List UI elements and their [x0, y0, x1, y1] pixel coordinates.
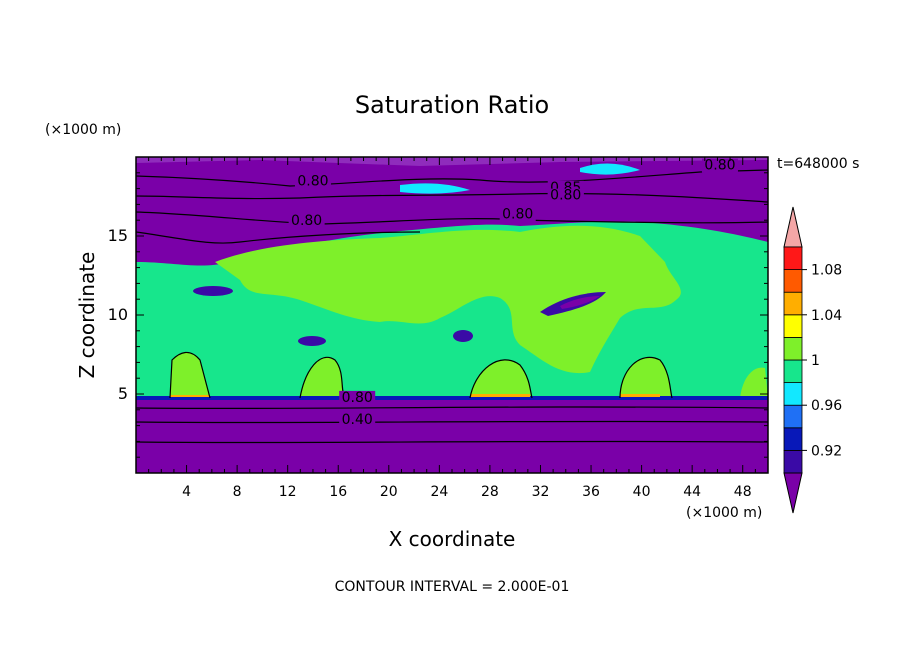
contour-line-9 [299, 356, 346, 399]
contour-label-bg [339, 413, 376, 428]
chart-title: Saturation Ratio [355, 91, 549, 119]
field-pocket-4-core [560, 296, 600, 309]
x-axis-unit: (×1000 m) [686, 505, 762, 521]
contour-line-11 [619, 356, 673, 399]
colorbar-under-triangle [783, 472, 803, 514]
contour-label-bg [547, 188, 584, 203]
contour-label: 0.80 [502, 207, 533, 223]
x-tick-label: 44 [683, 484, 701, 500]
x-tick-label: 32 [532, 484, 550, 500]
x-axis-label: X coordinate [389, 527, 516, 551]
field-cloud-base [136, 396, 768, 400]
field-pocket-3 [453, 330, 473, 342]
y-axis: 5 10 15 [108, 172, 768, 458]
contour-label-bg [288, 213, 325, 228]
field-cyan-patch-1 [400, 183, 470, 194]
y-tick-label: 5 [118, 384, 128, 403]
colorbar-label: 1 [811, 353, 820, 369]
x-tick-label: 24 [430, 484, 448, 500]
colorbar: 1.08 1.04 1 0.96 0.92 [783, 206, 842, 514]
x-axis: 4 8 12 16 20 24 28 32 36 40 44 48 [148, 157, 756, 500]
contour-line-6 [136, 420, 768, 424]
contour-label-bg [339, 390, 376, 405]
colorbar-label: 1.04 [811, 308, 842, 324]
contour-line-7 [136, 440, 768, 444]
field-pocket-2 [298, 336, 326, 346]
field-lower-layer [136, 400, 768, 473]
contour-label: 0.80 [297, 173, 328, 189]
contour-label: 0.80 [704, 158, 735, 174]
colorbar-swatch [783, 269, 803, 293]
colorbar-swatch [783, 246, 803, 271]
contour-labels: 0.800.80 0.850.800.800.800.800.40 [288, 158, 738, 428]
colorbar-over-triangle [783, 206, 803, 248]
field-plume-3 [470, 359, 532, 398]
colorbar-label: 1.08 [811, 263, 842, 279]
field-plume-1 [170, 352, 210, 398]
colorbar-swatch [783, 427, 803, 451]
field-streak-3 [620, 394, 660, 397]
contour-label-bg [701, 158, 738, 173]
contour-label: 0.40 [342, 412, 373, 428]
x-tick-label: 20 [380, 484, 398, 500]
colorbar-swatch [783, 404, 803, 429]
colorbar-swatch [783, 336, 803, 361]
x-tick-label: 4 [182, 484, 191, 500]
contour-interval-note: CONTOUR INTERVAL = 2.000E-01 [335, 579, 570, 595]
contour-line-4 [136, 231, 421, 244]
colorbar-swatch [783, 359, 803, 384]
x-tick-label: 12 [279, 484, 297, 500]
contour-label: 0.80 [342, 390, 373, 406]
contour-label: 0.80 [550, 188, 581, 204]
contour-line-10 [469, 359, 533, 399]
y-tick-label: 15 [108, 226, 128, 245]
colorbar-label: 0.92 [811, 443, 842, 459]
x-tick-label: 28 [481, 484, 499, 500]
contour-line-2 [136, 192, 768, 203]
colorbar-swatch [783, 449, 803, 474]
x-tick-label: 40 [633, 484, 651, 500]
contour-line-8 [169, 351, 211, 399]
colorbar-swatch [783, 314, 803, 338]
field-top-band [136, 157, 768, 166]
x-tick-label: 48 [734, 484, 752, 500]
field-cyan-patch-2 [580, 163, 640, 175]
field-plume-5 [740, 367, 768, 398]
contour-line-5 [136, 406, 768, 410]
y-axis-label: Z coordinate [75, 252, 99, 379]
x-tick-label: 8 [233, 484, 242, 500]
field-plume-2 [300, 357, 345, 398]
field-streak-1 [170, 395, 210, 397]
colorbar-swatch [783, 382, 803, 406]
field-area: 0.800.80 0.850.800.800.800.800.40 [136, 157, 768, 473]
field-plume-4 [620, 357, 672, 398]
field-streak-2 [470, 394, 530, 397]
contour-label-bg [499, 207, 536, 222]
time-label: t=648000 s [777, 156, 859, 172]
x-tick-label: 36 [582, 484, 600, 500]
y-axis-unit: (×1000 m) [45, 122, 121, 138]
colorbar-swatch [783, 291, 803, 316]
contour-label-bg [294, 174, 331, 189]
field-pocket-1 [193, 286, 233, 296]
contour-label: 0.80 [291, 213, 322, 229]
colorbar-label: 0.96 [811, 398, 842, 414]
contour-lines [136, 169, 768, 444]
contour-line-3 [136, 211, 768, 225]
x-tick-label: 16 [329, 484, 347, 500]
y-tick-label: 10 [108, 305, 128, 324]
field-cloud-core [215, 225, 681, 374]
contour-line-1 [136, 169, 768, 187]
